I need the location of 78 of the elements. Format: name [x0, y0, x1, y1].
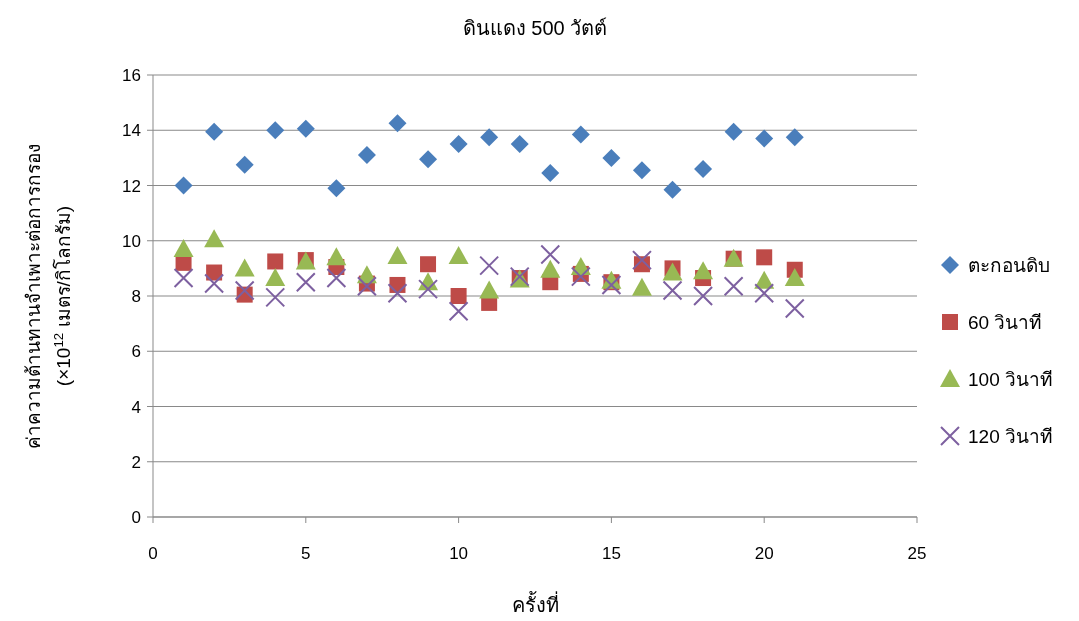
point	[631, 277, 652, 296]
y-tick-label: 8	[131, 287, 141, 306]
point	[265, 287, 286, 308]
y-tick-label: 16	[122, 66, 141, 85]
point	[662, 262, 683, 281]
point	[480, 128, 499, 147]
point	[234, 258, 255, 277]
point	[541, 164, 560, 183]
point	[448, 301, 469, 322]
point	[570, 266, 591, 287]
point	[420, 256, 437, 273]
point	[540, 244, 561, 265]
point	[296, 119, 315, 138]
legend-label: 120 วินาที	[968, 426, 1053, 447]
point	[419, 150, 438, 169]
point	[693, 261, 714, 280]
point	[693, 286, 714, 306]
point	[662, 280, 683, 301]
point	[235, 155, 254, 174]
point	[663, 180, 682, 199]
point	[450, 288, 467, 304]
y-tick-label: 12	[122, 176, 141, 196]
point	[265, 268, 286, 287]
x-tick-label: 25	[907, 544, 927, 563]
chart-title: ดินแดง 500 วัตต์	[462, 17, 608, 39]
y-tick-label: 6	[131, 342, 141, 362]
point	[449, 135, 468, 154]
point	[326, 268, 347, 289]
point	[327, 179, 346, 198]
y-tick-label: 0	[131, 508, 141, 527]
point	[785, 128, 804, 147]
point	[755, 129, 774, 148]
point	[234, 280, 255, 301]
point	[756, 249, 773, 266]
x-tick-label: 0	[148, 544, 158, 563]
point	[357, 146, 376, 165]
point	[173, 268, 194, 289]
x-axis-title: ครั้งที่	[511, 591, 559, 616]
x-tick-label: 5	[301, 544, 311, 563]
point	[448, 245, 469, 264]
point	[754, 283, 775, 304]
x-tick-label: 10	[449, 544, 469, 563]
y-tick-label: 4	[131, 397, 141, 417]
point	[571, 125, 590, 144]
point	[602, 148, 621, 167]
point	[418, 279, 439, 300]
point	[784, 268, 805, 287]
point	[388, 114, 407, 133]
point	[723, 276, 744, 297]
y-tick-label: 14	[122, 121, 141, 141]
point	[295, 272, 316, 293]
x-tick-label: 15	[601, 544, 621, 563]
point	[510, 135, 529, 154]
x-tick-label: 20	[754, 544, 774, 563]
point	[632, 161, 651, 180]
y-tick-label: 2	[131, 452, 141, 472]
point	[204, 229, 225, 248]
point	[267, 253, 284, 270]
point	[694, 159, 713, 178]
point	[387, 283, 408, 304]
y-tick-label: 10	[122, 231, 141, 251]
point	[326, 247, 347, 266]
point	[173, 239, 194, 258]
point	[266, 121, 285, 140]
point	[479, 255, 500, 276]
point	[204, 273, 225, 294]
legend-label: ตะกอนดิบ	[968, 255, 1050, 276]
point	[540, 259, 561, 278]
point	[356, 276, 377, 297]
point	[387, 245, 408, 264]
point	[724, 122, 743, 141]
legend-label: 60 วินาที	[968, 312, 1043, 333]
point	[631, 250, 652, 271]
point	[784, 298, 805, 319]
point	[174, 176, 193, 195]
legend-label: 100 วินาที	[968, 369, 1053, 390]
point	[479, 280, 500, 299]
point	[205, 122, 224, 141]
